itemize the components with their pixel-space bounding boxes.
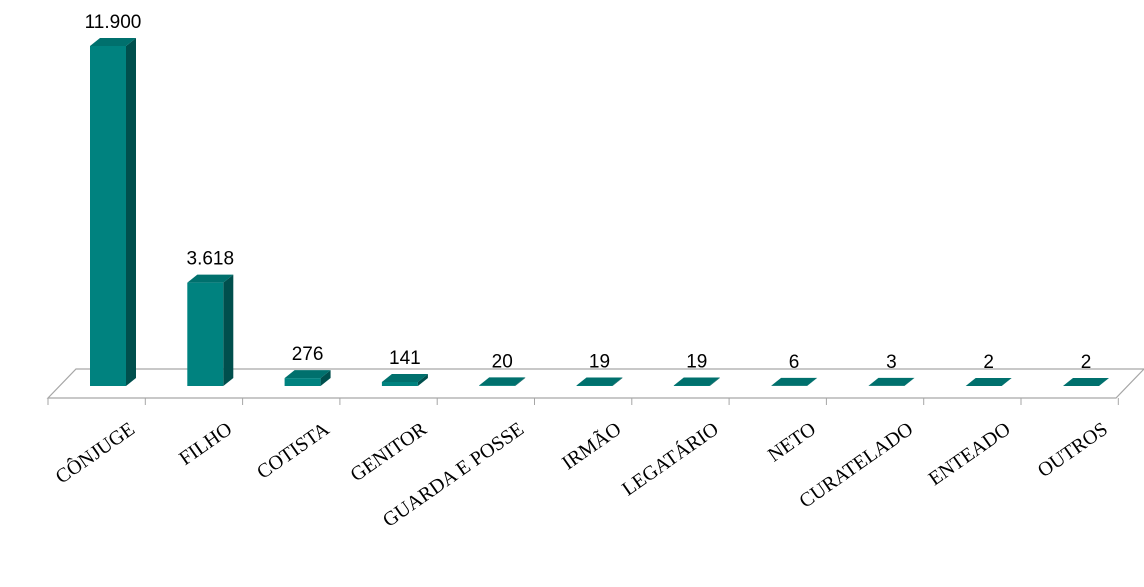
bar-neto bbox=[771, 377, 818, 386]
bar-top-face bbox=[284, 370, 331, 379]
bar-top-face bbox=[771, 377, 818, 386]
bar-side-face bbox=[904, 377, 915, 386]
bar-side-face bbox=[417, 373, 428, 386]
value-label-outros: 2 bbox=[1081, 352, 1092, 373]
category-label-filho: FILHO bbox=[175, 418, 236, 470]
bar-front-face bbox=[576, 385, 613, 386]
bar-top-face bbox=[965, 377, 1012, 386]
value-label-neto: 6 bbox=[789, 352, 800, 373]
bar-front-face bbox=[187, 282, 224, 386]
bar-irmao bbox=[576, 377, 623, 386]
bar-top-face bbox=[868, 377, 915, 386]
bar-top-face bbox=[1063, 377, 1109, 386]
bar-front-face bbox=[90, 46, 126, 386]
value-label-legatario: 19 bbox=[686, 351, 707, 372]
category-label-genitor: GENITOR bbox=[347, 418, 432, 487]
bar-front-face bbox=[673, 385, 710, 386]
value-label-irmao: 19 bbox=[589, 351, 610, 372]
bar-side-face bbox=[126, 38, 136, 386]
bar-filho bbox=[187, 274, 234, 386]
bar-top-face bbox=[673, 377, 720, 386]
category-label-enteado: ENTEADO bbox=[925, 418, 1015, 490]
category-label-irmao: IRMÃO bbox=[557, 416, 625, 474]
bar-side-face bbox=[1099, 377, 1109, 386]
bar-front-face bbox=[284, 378, 321, 386]
bar-side-face bbox=[612, 377, 623, 386]
bar-front-face bbox=[381, 381, 418, 386]
bar-top-face bbox=[90, 38, 136, 46]
bars-group bbox=[90, 38, 1109, 386]
value-label-curatelado: 3 bbox=[886, 352, 897, 373]
value-label-filho: 3.618 bbox=[187, 249, 235, 270]
category-label-cotista: COTISTA bbox=[253, 418, 334, 484]
bar-top-face bbox=[381, 373, 428, 382]
bar-top-face bbox=[479, 377, 526, 386]
category-label-outros: OUTROS bbox=[1034, 418, 1112, 482]
bar-guarda-e-posse bbox=[479, 377, 526, 386]
bar-outros bbox=[1063, 377, 1109, 386]
bar-cotista bbox=[284, 370, 331, 386]
bar-conjuge bbox=[90, 38, 136, 386]
bar-curatelado bbox=[868, 377, 915, 386]
bar-top-face bbox=[576, 377, 623, 386]
bar-genitor bbox=[381, 373, 428, 386]
value-label-cotista: 276 bbox=[292, 344, 324, 365]
category-label-legatario: LEGATÁRIO bbox=[618, 417, 723, 500]
bar-side-face bbox=[807, 377, 818, 386]
value-label-enteado: 2 bbox=[983, 352, 994, 373]
value-label-genitor: 141 bbox=[389, 348, 421, 369]
value-label-conjuge: 11.900 bbox=[85, 12, 142, 33]
bar-top-face bbox=[187, 274, 234, 283]
category-label-neto: NETO bbox=[764, 418, 820, 466]
bar-side-face bbox=[320, 370, 331, 386]
bar-side-face bbox=[709, 377, 720, 386]
bar-side-face bbox=[223, 274, 234, 386]
value-label-guarda-e-posse: 20 bbox=[492, 351, 513, 372]
category-label-conjuge: CÔNJUGE bbox=[50, 416, 138, 488]
bar-enteado bbox=[965, 377, 1012, 386]
bar-legatario bbox=[673, 377, 720, 386]
bar-side-face bbox=[515, 377, 526, 386]
bar-front-face bbox=[479, 385, 516, 386]
value-labels-group: 11.900 3.618 276 141 20 19 19 6 3 2 2 bbox=[85, 12, 1092, 373]
bar-side-face bbox=[1001, 377, 1012, 386]
